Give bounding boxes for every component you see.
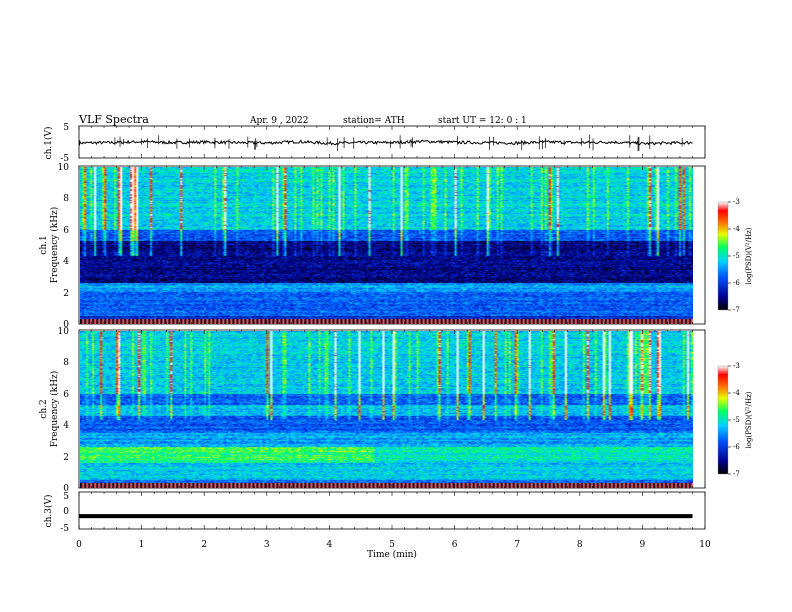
- time-tick-label: 4: [327, 540, 333, 550]
- ch2-channel-label: ch.2: [39, 399, 49, 418]
- ch3-x-ticks: [78, 492, 706, 529]
- ch2-ytick-2: 2: [63, 453, 69, 463]
- ch1-waveform-line: [78, 139, 693, 146]
- ch2-cb-tick-m4: -4: [733, 389, 740, 397]
- ch3-ytick-top: 5: [63, 492, 69, 502]
- ch2-ytick-6: 6: [63, 390, 69, 400]
- ch2-cb-tick-m7: -7: [733, 470, 740, 478]
- ch1-colorbar-label: log(PSD)(V²/Hz): [745, 227, 753, 284]
- ch2-frequency-ylabel: Frequency (kHz): [49, 371, 60, 448]
- start-time-label: start UT = 12: 0 : 1: [438, 116, 527, 126]
- ch1-colorbar: [717, 201, 729, 311]
- ch3-waveform-frame: [78, 491, 706, 530]
- ch1-waveform-panel: 5 -5 ch.1(V): [43, 123, 706, 164]
- ch1-ytick-4: 4: [63, 257, 69, 267]
- ch1-spectrogram-ticks: [78, 166, 706, 324]
- ch2-cb-tick-m6: -6: [733, 443, 740, 451]
- time-tick-label: 9: [640, 540, 646, 550]
- ch1-cb-tick-m5: -5: [733, 252, 740, 260]
- ch1-spectrogram-panel: 0 2 4 6 8 10 ch.1 Frequency (kHz) -3 -4 …: [39, 163, 753, 330]
- figure-title: VLF Spectra: [78, 113, 149, 126]
- ch2-ytick-8: 8: [63, 358, 69, 368]
- time-tick-label: 2: [201, 540, 207, 550]
- ch2-spectrogram-ticks: [78, 330, 706, 488]
- ch1-ytick-bottom: -5: [60, 154, 69, 164]
- ch1-channel-label: ch.1: [39, 235, 49, 254]
- date-label: Apr. 9 , 2022: [249, 116, 309, 126]
- ch1-ytick-8: 8: [63, 194, 69, 204]
- ch2-colorbar: [717, 365, 729, 475]
- ch2-cb-tick-m5: -5: [733, 416, 740, 424]
- ch1-waveform-spikes: [79, 134, 683, 152]
- ch2-colorbar-ticks: [728, 365, 731, 475]
- ch1-cb-tick-m3: -3: [733, 198, 740, 206]
- ch1-spectrogram-image: [80, 167, 693, 324]
- ch3-waveform-panel: 5 0 -5 ch.3(V) 0 1 2 3 4 5 6 7 8 9 10 Time (min): [43, 491, 711, 560]
- ch2-spectrogram-panel: 0 2 4 6 8 10 ch.2 Frequency (kHz) -3 -4 …: [39, 327, 753, 494]
- ch1-waveform-ylabel: ch.1(V): [43, 127, 54, 160]
- ch3-ytick-bottom: -5: [60, 524, 69, 534]
- ch1-cb-tick-m4: -4: [733, 225, 740, 233]
- ch1-x-ticks: [78, 126, 706, 158]
- time-tick-label: 6: [452, 540, 458, 550]
- ch2-ytick-0: 0: [63, 484, 69, 494]
- time-axis-tick-labels: 0 1 2 3 4 5 6 7 8 9 10: [76, 540, 711, 550]
- time-tick-label: 8: [577, 540, 583, 550]
- station-label: station= ATH: [343, 116, 405, 126]
- time-tick-label: 10: [699, 540, 711, 550]
- ch2-ytick-4: 4: [63, 421, 69, 431]
- ch2-ytick-10: 10: [58, 327, 70, 337]
- ch1-cb-tick-m6: -6: [733, 279, 740, 287]
- time-axis-label: Time (min): [367, 549, 417, 560]
- ch1-ytick-10: 10: [58, 163, 70, 173]
- ch1-ytick-0: 0: [63, 320, 69, 330]
- time-tick-label: 3: [264, 540, 270, 550]
- time-tick-label: 1: [139, 540, 145, 550]
- ch1-ytick-2: 2: [63, 289, 69, 299]
- ch2-spectrogram-image: [80, 331, 693, 488]
- ch3-ytick-mid: 0: [63, 507, 69, 517]
- time-tick-label: 7: [514, 540, 520, 550]
- ch3-waveform-ylabel: ch.3(V): [43, 495, 54, 528]
- ch1-cb-tick-m7: -7: [733, 306, 740, 314]
- ch2-cb-tick-m3: -3: [733, 362, 740, 370]
- ch1-frequency-ylabel: Frequency (kHz): [49, 207, 60, 284]
- ch1-ytick-top: 5: [63, 123, 69, 133]
- time-tick-label: 0: [76, 540, 82, 550]
- time-tick-label: 5: [389, 540, 395, 550]
- ch2-colorbar-label: log(PSD)(V²/Hz): [745, 391, 753, 448]
- ch1-ytick-6: 6: [63, 226, 69, 236]
- ch1-colorbar-ticks: [728, 201, 731, 311]
